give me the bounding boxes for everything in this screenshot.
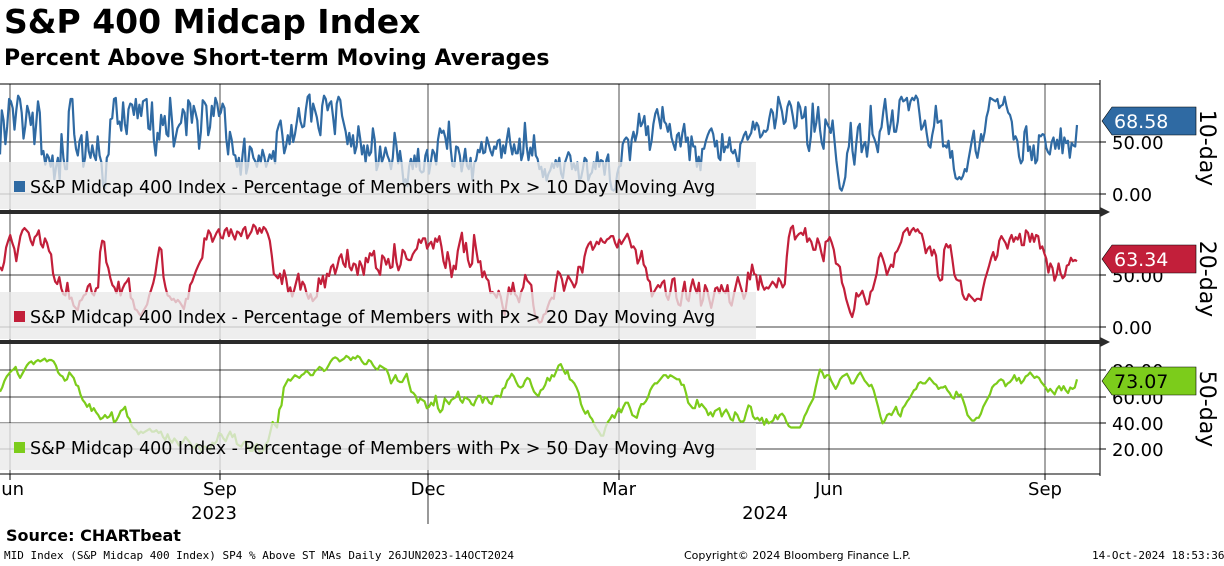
- y-tick-label-3: 20.00: [1112, 440, 1164, 461]
- last-value-tag-50-day: [1101, 366, 1197, 396]
- source-label: Source: CHARTbeat: [6, 526, 181, 545]
- x-tick-label-4: Jun: [814, 479, 843, 500]
- footer-timestamp: 14-Oct-2024 18:53:36: [1092, 549, 1224, 562]
- separator-arrow-1: [1100, 337, 1110, 347]
- x-tick-label-5: Sep: [1028, 479, 1062, 500]
- last-value-label-20-day: 63.34: [1114, 249, 1168, 271]
- panel-separator-1: [0, 340, 1100, 344]
- x-tick-label-3: Mar: [602, 479, 637, 500]
- legend-background-20-day: [0, 292, 756, 339]
- y-tick-label-2: 40.00: [1112, 414, 1164, 435]
- panel-name-20-day: 20-day: [1194, 241, 1219, 317]
- legend-swatch-10-day: [14, 181, 25, 192]
- legend-entry-50-day: S&P Midcap 400 Index - Percentage of Mem…: [30, 439, 715, 459]
- last-value-tag-20-day: [1101, 244, 1197, 274]
- year-label-1: 2024: [742, 503, 788, 524]
- year-label-0: 2023: [191, 503, 237, 524]
- panel-10-day: 50.00 0.00 S&P Midcap 400 Index - Percenta…: [0, 84, 1219, 211]
- panel-separator-0: [0, 210, 1100, 214]
- last-value-label-10-day: 68.58: [1114, 111, 1168, 133]
- legend-swatch-50-day: [14, 442, 25, 453]
- panel-20-day: 50.000.00S&P Midcap 400 Index - Percenta…: [0, 213, 1219, 341]
- footer-copyright: Copyright© 2024 Bloomberg Finance L.P.: [684, 549, 911, 562]
- x-tick-label-0: Jun: [0, 479, 24, 500]
- panel-name-50-day: 50-day: [1194, 371, 1219, 447]
- footer-ticker-info: MID Index (S&P Midcap 400 Index) SP4 % A…: [4, 549, 514, 562]
- panel-name-10-day: 10-day: [1194, 110, 1219, 186]
- separator-arrow-0: [1100, 207, 1110, 217]
- legend-entry-10-day: S&P Midcap 400 Index - Percentage of Mem…: [30, 178, 715, 198]
- y-tick-label-1: 0.00: [1112, 318, 1152, 339]
- x-axis: JunSepDecMarJunSep20232024: [0, 474, 1062, 524]
- y-tick-label-0: 50.00: [1112, 133, 1164, 154]
- chart-title: S&P 400 Midcap Index: [4, 2, 421, 41]
- last-value-label-50-day: 73.07: [1114, 371, 1168, 393]
- legend-background-50-day: [0, 423, 756, 470]
- legend-entry-20-day: S&P Midcap 400 Index - Percentage of Mem…: [30, 308, 715, 328]
- y-tick-label-1: 0.00: [1112, 185, 1152, 206]
- chart-subtitle: Percent Above Short-term Moving Averages: [4, 46, 550, 71]
- x-tick-label-1: Sep: [203, 479, 237, 500]
- last-value-tag-10-day: [1101, 106, 1197, 136]
- legend-swatch-20-day: [14, 311, 25, 322]
- legend-background-10-day: [0, 162, 756, 209]
